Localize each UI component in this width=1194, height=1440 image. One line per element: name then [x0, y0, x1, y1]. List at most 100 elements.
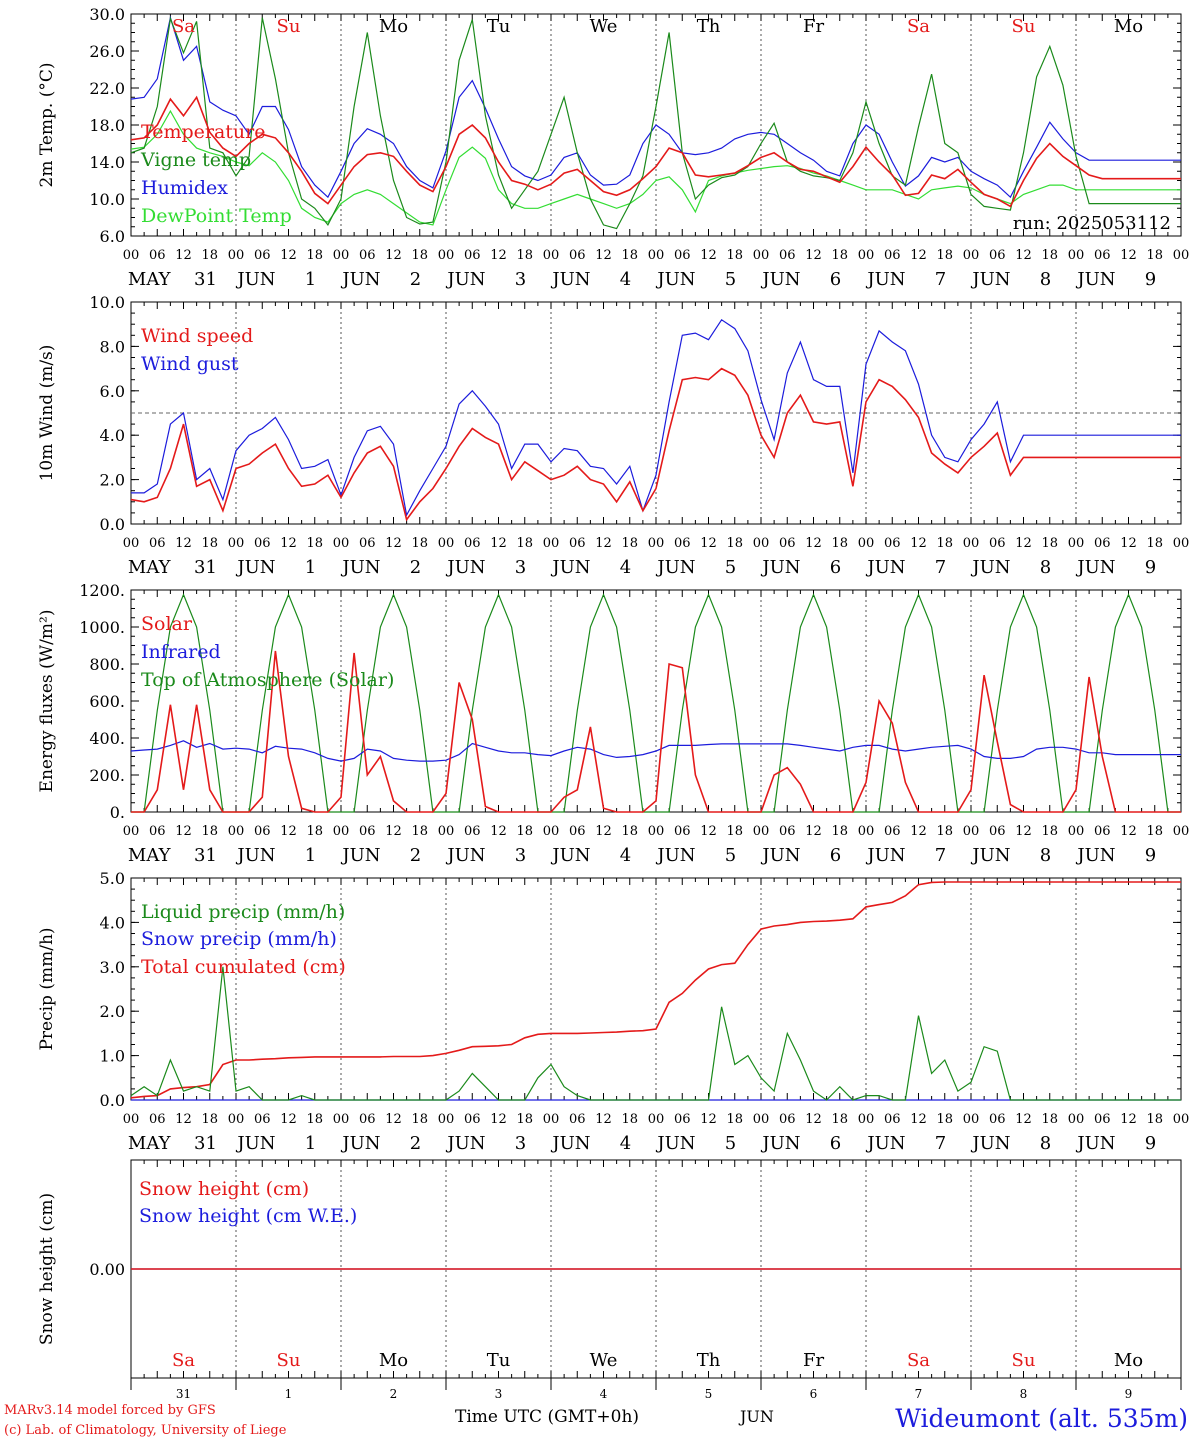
date-day-label: 2 [410, 557, 421, 578]
day-number-label: 6 [810, 1387, 818, 1401]
hour-tick-label: 12 [1015, 536, 1032, 551]
date-month-label: JUN [970, 557, 1010, 578]
hour-tick-label: 06 [359, 1112, 376, 1127]
y-tick-label: 4.0 [100, 426, 125, 445]
series-line [130, 15, 1181, 199]
date-month-label: JUN [550, 557, 590, 578]
date-day-label: 9 [1145, 1133, 1156, 1154]
date-month-label: MAY [128, 557, 172, 578]
hour-tick-label: 18 [621, 1112, 638, 1127]
legend-entry: Infrared [141, 641, 221, 663]
hour-tick-label: 00 [438, 536, 455, 551]
weekday-label: Tu [487, 1350, 511, 1371]
hour-tick-label: 06 [779, 824, 796, 839]
date-month-label: JUN [760, 1133, 800, 1154]
hour-tick-label: 12 [280, 536, 297, 551]
hour-tick-label: 12 [1120, 1112, 1137, 1127]
weekday-label: Mo [1114, 1350, 1143, 1371]
hour-tick-label: 18 [726, 1112, 743, 1127]
y-axis-label: 2m Temp. (°C) [37, 62, 57, 187]
hour-tick-label: 06 [464, 248, 481, 263]
date-month-label: JUN [865, 1133, 905, 1154]
hour-tick-label: 00 [228, 824, 245, 839]
hour-tick-label: 00 [1068, 536, 1085, 551]
hour-tick-label: 12 [1015, 248, 1032, 263]
series-line [131, 318, 1181, 517]
hour-tick-label: 06 [674, 248, 691, 263]
series-line [130, 881, 1181, 1099]
hour-tick-label: 12 [385, 248, 402, 263]
hour-tick-label: 06 [1094, 536, 1111, 551]
hour-tick-label: 06 [779, 248, 796, 263]
date-month-label: JUN [340, 269, 380, 290]
hour-tick-label: 06 [254, 536, 271, 551]
hour-tick-label: 06 [674, 824, 691, 839]
y-tick-label: 22.0 [89, 79, 125, 98]
date-month-label: JUN [655, 845, 695, 866]
date-month-label: JUN [865, 845, 905, 866]
day-number-label: 3 [495, 1387, 503, 1401]
y-tick-label: 600. [89, 692, 125, 711]
y-tick-label: 0.00 [89, 1260, 125, 1279]
hour-tick-label: 00 [648, 1112, 665, 1127]
hour-tick-label: 06 [779, 536, 796, 551]
date-day-label: 2 [410, 269, 421, 290]
hour-tick-label: 00 [753, 248, 770, 263]
date-month-label: JUN [445, 845, 485, 866]
hour-tick-label: 06 [254, 824, 271, 839]
hour-tick-label: 00 [648, 824, 665, 839]
y-axis-label: Snow height (cm) [37, 1193, 57, 1345]
series-line [131, 650, 1181, 813]
hour-tick-label: 18 [831, 1112, 848, 1127]
hour-tick-label: 18 [516, 248, 533, 263]
date-month-label: JUN [445, 1133, 485, 1154]
hour-tick-label: 18 [516, 1112, 533, 1127]
hour-tick-label: 18 [621, 536, 638, 551]
run-label: run: 2025053112 [1013, 213, 1171, 234]
date-day-label: 8 [1040, 1133, 1051, 1154]
hour-tick-label: 18 [726, 248, 743, 263]
date-day-label: 31 [194, 845, 217, 866]
hour-tick-label: 18 [831, 248, 848, 263]
date-day-label: 7 [935, 557, 946, 578]
hour-tick-label: 00 [228, 1112, 245, 1127]
hour-tick-label: 00 [438, 248, 455, 263]
hour-tick-label: 00 [543, 1112, 560, 1127]
y-axis-label: 10m Wind (m/s) [37, 345, 57, 482]
hour-tick-label: 12 [700, 248, 717, 263]
hour-tick-label: 06 [254, 248, 271, 263]
hour-tick-label: 12 [1120, 248, 1137, 263]
date-day-label: 1 [305, 557, 316, 578]
day-number-label: 8 [1020, 1387, 1028, 1401]
hour-tick-label: 12 [490, 536, 507, 551]
date-month-label: JUN [1075, 269, 1115, 290]
y-axis-label: Precip (mm/h) [37, 927, 57, 1050]
date-day-label: 31 [194, 1133, 217, 1154]
hour-tick-label: 12 [910, 824, 927, 839]
y-tick-label: 14.0 [89, 153, 125, 172]
weekday-label: Th [697, 1350, 721, 1371]
hour-tick-label: 12 [1120, 536, 1137, 551]
hour-tick-label: 06 [779, 1112, 796, 1127]
temperature-panel: 6.0 10.0 14.0 18.0 22.0 26.0 30.0 2m Temp. (°C)… [37, 5, 1189, 290]
legend-entry: Snow height (cm W.E.) [139, 1205, 357, 1227]
hour-tick-label: 18 [306, 1112, 323, 1127]
date-day-label: 31 [194, 557, 217, 578]
hour-tick-label: 00 [1173, 1112, 1190, 1127]
hour-tick-label: 18 [621, 248, 638, 263]
hour-tick-label: 18 [306, 248, 323, 263]
series-line [131, 592, 1181, 813]
hour-tick-label: 12 [1120, 824, 1137, 839]
hour-tick-label: 00 [963, 536, 980, 551]
hour-tick-label: 18 [936, 248, 953, 263]
date-day-label: 3 [515, 269, 526, 290]
hour-tick-label: 00 [438, 824, 455, 839]
hour-tick-label: 00 [543, 536, 560, 551]
date-month-label: MAY [128, 269, 172, 290]
hour-tick-label: 06 [1094, 1112, 1111, 1127]
date-month-label: MAY [128, 1133, 172, 1154]
y-tick-label: 30.0 [89, 5, 125, 24]
hour-tick-label: 18 [1146, 1112, 1163, 1127]
hour-tick-label: 06 [989, 536, 1006, 551]
hour-tick-label: 06 [884, 1112, 901, 1127]
